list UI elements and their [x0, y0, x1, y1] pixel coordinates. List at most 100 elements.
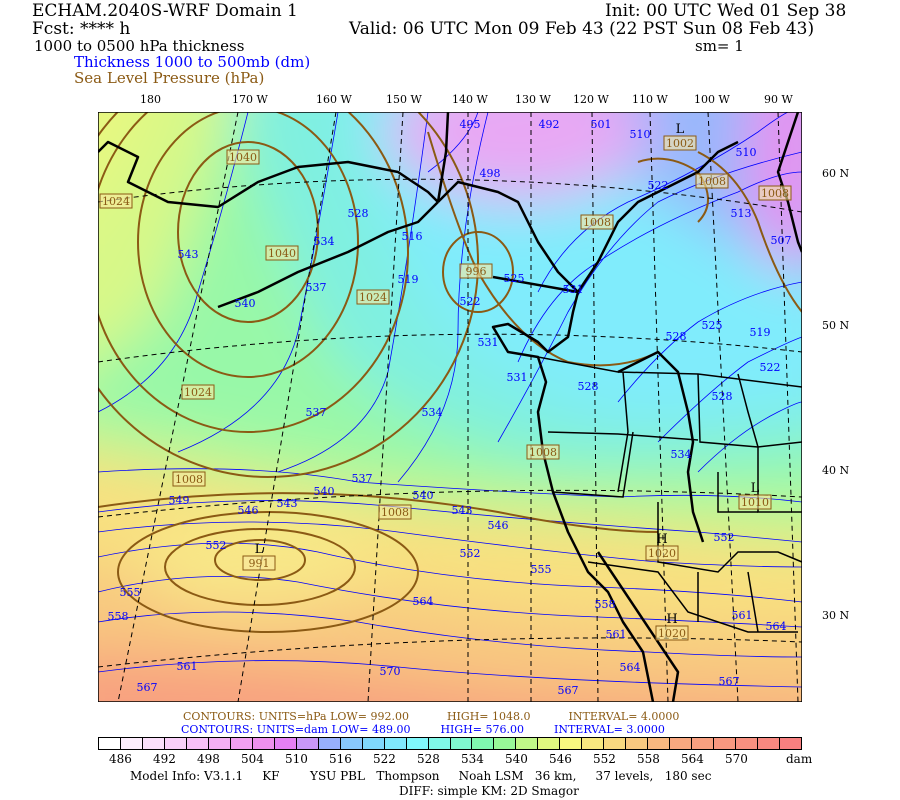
legend-slp: Sea Level Pressure (hPa): [74, 69, 265, 87]
latitude-label: 30 N: [822, 609, 850, 622]
thickness-label: 567: [719, 675, 740, 688]
thickness-label: 561: [606, 628, 627, 641]
colorbar-swatch: [230, 738, 253, 749]
legend-thickness: Thickness 1000 to 500mb (dm): [74, 53, 311, 71]
colorbar-swatch: [208, 738, 231, 749]
longitude-label: 180: [140, 93, 161, 106]
smoothing-label: sm= 1: [695, 37, 744, 55]
thickness-label: 495: [460, 118, 481, 131]
thickness-label: 528: [712, 390, 733, 403]
thickness-label: 558: [108, 610, 129, 623]
colorbar-swatch: [142, 738, 165, 749]
thickness-label: 528: [578, 380, 599, 393]
colorbar-swatch: [714, 738, 737, 749]
slp-interval-label: INTERVAL=: [568, 710, 638, 723]
colorbar-swatch: [516, 738, 539, 749]
thickness-label: 549: [169, 494, 190, 507]
pressure-label: 1008: [526, 444, 560, 460]
longitude-label: 140 W: [452, 93, 488, 106]
longitude-label: 120 W: [573, 93, 609, 106]
colorbar-swatch: [318, 738, 341, 749]
pressure-value: 1040: [229, 151, 257, 164]
thk-low-label: LOW=: [331, 723, 369, 736]
thickness-label: 564: [620, 661, 641, 674]
colorbar-label: 528: [417, 752, 440, 766]
thickness-label: 540: [413, 489, 434, 502]
pressure-value: 1008: [761, 187, 789, 200]
thickness-label: 537: [352, 472, 373, 485]
thickness-label: 546: [488, 519, 509, 532]
colorbar-unit: dam: [786, 752, 813, 766]
colorbar-swatch: [736, 738, 759, 749]
pressure-label: 1024: [99, 193, 133, 209]
thickness-label: 555: [120, 586, 141, 599]
thickness-label: 513: [731, 207, 752, 220]
thickness-label: 522: [460, 295, 481, 308]
thickness-label: 534: [671, 448, 692, 461]
thickness-label: 561: [177, 660, 198, 673]
pressure-value: 1008: [698, 175, 726, 188]
thickness-label: 498: [480, 167, 501, 180]
thk-contour-info: CONTOURS: UNITS=dam LOW= 489.00 HIGH= 576…: [181, 724, 665, 735]
pressure-label: 1002: [663, 135, 697, 151]
colorbar-label: 552: [593, 752, 616, 766]
colorbar-swatch: [538, 738, 561, 749]
coastlines: [98, 112, 802, 702]
pressure-label: 1008: [580, 214, 614, 230]
colorbar-label: 516: [329, 752, 352, 766]
thickness-label: 558: [595, 598, 616, 611]
colorbar-label: 504: [241, 752, 264, 766]
colorbar-swatch: [604, 738, 627, 749]
thickness-label: 552: [460, 547, 481, 560]
colorbar-label: 540: [505, 752, 528, 766]
thickness-label: 543: [277, 497, 298, 510]
pressure-value: 1024: [359, 291, 387, 304]
pressure-label: 1008: [172, 471, 206, 487]
thickness-label: 537: [306, 406, 327, 419]
thickness-label: 519: [750, 326, 771, 339]
model-info: Model Info: V3.1.1 KF YSU PBL Thompson N…: [130, 769, 712, 783]
colorbar-swatch: [120, 738, 143, 749]
slp-interval-value: 4.0000: [640, 710, 680, 723]
colorbar-swatch: [472, 738, 495, 749]
colorbar-label: 492: [153, 752, 176, 766]
colorbar: [98, 737, 802, 750]
colorbar-label: 564: [681, 752, 704, 766]
thickness-slp-map: 495 492 501 510 498 522 510 528 516 534 513 507 543 5…: [98, 112, 802, 702]
pressure-value: 1008: [175, 473, 203, 486]
thickness-label: 552: [206, 539, 227, 552]
colorbar-swatch: [252, 738, 275, 749]
pressure-value: 1002: [666, 137, 694, 150]
thickness-label: 516: [402, 230, 423, 243]
pressure-label: 991: [242, 555, 276, 571]
thk-interval-value: 3.0000: [626, 723, 665, 736]
thickness-label: 570: [380, 665, 401, 678]
colorbar-label: 510: [285, 752, 308, 766]
longitude-label: 160 W: [316, 93, 352, 106]
pressure-value: 1008: [381, 506, 409, 519]
longitude-label: 170 W: [232, 93, 268, 106]
thickness-label: 501: [591, 118, 612, 131]
colorbar-swatch: [780, 738, 801, 749]
pressure-label: 1008: [695, 173, 729, 189]
thickness-label: 534: [314, 235, 335, 248]
thickness-label: 522: [648, 179, 669, 192]
slp-low-value: 992.00: [370, 710, 409, 723]
colorbar-swatch: [362, 738, 385, 749]
thickness-label: 543: [452, 504, 473, 517]
slp-units: UNITS=hPa: [258, 710, 327, 723]
pressure-value: 1020: [658, 627, 686, 640]
thickness-label: 561: [732, 609, 753, 622]
slp-contour-info: CONTOURS: UNITS=hPa LOW= 992.00 HIGH= 104…: [183, 711, 679, 722]
thickness-label: 531: [507, 371, 528, 384]
longitude-label: 150 W: [386, 93, 422, 106]
political-borders: [537, 356, 802, 633]
thickness-label: 543: [178, 248, 199, 261]
colorbar-swatch: [758, 738, 781, 749]
colorbar-label: 486: [109, 752, 132, 766]
forecast-hour: Fcst: **** h: [32, 19, 131, 39]
init-time: Init: 00 UTC Wed 01 Sep 38: [605, 1, 847, 21]
longitude-label: 100 W: [694, 93, 730, 106]
thk-interval-label: INTERVAL=: [554, 723, 623, 736]
low-pressure-center: L: [751, 481, 760, 496]
